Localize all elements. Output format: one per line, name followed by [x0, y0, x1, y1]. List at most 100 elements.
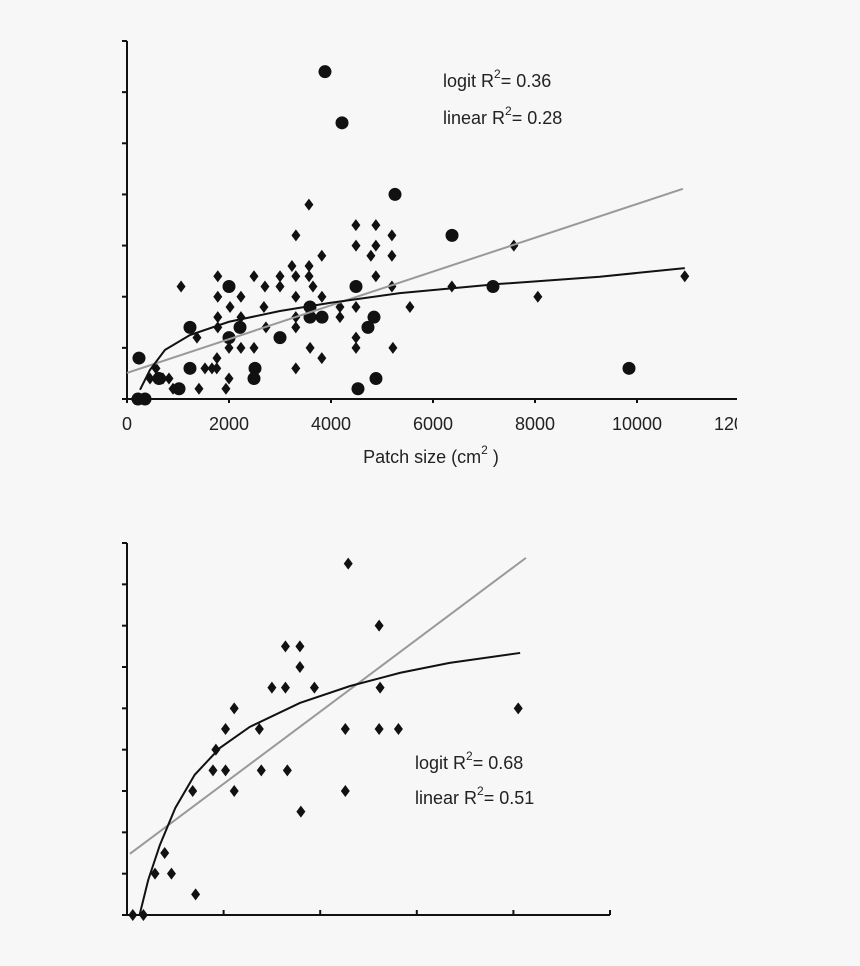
annotation-after: = 0.28 [512, 108, 563, 128]
annotation-after: = 0.36 [501, 71, 552, 91]
point [387, 229, 397, 242]
point [267, 681, 277, 694]
top-chart: 0 2000 4000 6000 8000 10000 12000 Patch size (c… [122, 40, 764, 467]
point [315, 310, 329, 324]
point [371, 239, 381, 252]
point [222, 279, 236, 293]
point [622, 361, 636, 375]
x-tick-label: 4000 [311, 414, 351, 434]
point [248, 361, 262, 375]
point [318, 65, 332, 79]
point [213, 270, 223, 283]
point [308, 280, 318, 293]
point [183, 361, 197, 375]
point [335, 311, 345, 324]
point [366, 249, 376, 262]
point [445, 228, 459, 242]
point [335, 116, 349, 130]
annotation-text: logit R [443, 71, 494, 91]
point [351, 239, 361, 252]
point [351, 331, 361, 344]
x-axis-label: Patch size (cm2 ) [363, 443, 499, 467]
point [221, 764, 231, 777]
point [343, 557, 353, 570]
point [211, 743, 221, 756]
point [309, 681, 319, 694]
annotation: logit R2= 0.36 [443, 67, 551, 91]
point [388, 187, 402, 201]
x-tick-label: 8000 [515, 414, 555, 434]
point [273, 331, 287, 345]
point [213, 311, 223, 324]
point [367, 310, 381, 324]
point [212, 352, 222, 365]
point [221, 723, 231, 735]
point [130, 393, 140, 405]
point [166, 867, 176, 880]
annotation-text: linear R [443, 108, 505, 128]
point [361, 320, 375, 334]
point [295, 661, 305, 673]
point [387, 249, 397, 262]
point [405, 300, 415, 313]
point [304, 198, 314, 211]
point [388, 341, 398, 354]
point [168, 382, 178, 395]
annotation: linear R2= 0.51 [415, 784, 534, 808]
point [291, 270, 301, 283]
point [254, 723, 264, 735]
point [351, 219, 361, 232]
point [375, 681, 385, 694]
annotation: linear R2= 0.28 [443, 104, 562, 128]
point [513, 702, 523, 715]
point [225, 300, 235, 313]
point [340, 723, 350, 735]
point [295, 640, 305, 653]
point [212, 362, 222, 375]
point [317, 352, 327, 365]
point [249, 270, 259, 283]
point [208, 764, 218, 777]
point [486, 279, 500, 293]
point [247, 372, 261, 386]
annotation-after: = 0.51 [484, 788, 535, 808]
point [229, 702, 239, 715]
point [259, 300, 269, 313]
annotation-sup: 2 [466, 749, 473, 763]
point [680, 270, 690, 283]
point [158, 372, 168, 385]
point [164, 372, 174, 385]
point [291, 290, 301, 303]
point [317, 290, 327, 303]
point [172, 382, 186, 396]
point [305, 341, 315, 354]
point [207, 362, 217, 375]
point [150, 867, 160, 880]
fit-line [129, 557, 527, 855]
point [191, 888, 201, 901]
point [256, 764, 266, 777]
x-axis-label-after: ) [488, 447, 499, 467]
point [280, 681, 290, 694]
point [340, 785, 350, 797]
point [280, 640, 290, 653]
point [192, 331, 202, 344]
point [304, 270, 314, 283]
fit-line [138, 651, 521, 916]
annotation-text: linear R [415, 788, 477, 808]
point [249, 341, 259, 354]
point [221, 382, 231, 395]
point [128, 909, 138, 921]
x-tick-label: 2000 [209, 414, 249, 434]
point [287, 260, 297, 273]
point [160, 847, 170, 859]
point [351, 341, 361, 354]
point [233, 320, 247, 334]
point [351, 300, 361, 313]
x-axis-label-text: Patch size (cm [363, 447, 481, 467]
x-tick-label: 12000 [714, 414, 764, 434]
point [533, 290, 543, 303]
point [371, 219, 381, 232]
point [224, 341, 234, 354]
